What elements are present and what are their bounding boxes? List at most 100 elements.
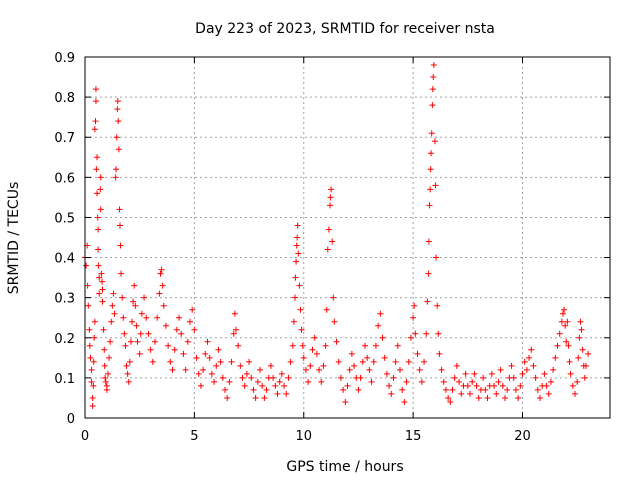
- data-point: [159, 282, 166, 289]
- data-point: [414, 350, 421, 357]
- data-point: [427, 186, 434, 193]
- data-point: [390, 374, 397, 381]
- data-point: [95, 262, 102, 269]
- data-point: [523, 366, 530, 373]
- data-point: [323, 306, 330, 313]
- data-point: [215, 346, 222, 353]
- y-tick-label: 0.5: [54, 211, 75, 226]
- data-point: [401, 398, 408, 405]
- data-point: [202, 350, 209, 357]
- data-point: [464, 382, 471, 389]
- data-point: [162, 322, 169, 329]
- data-point: [87, 354, 94, 361]
- data-point: [195, 370, 202, 377]
- data-point: [309, 346, 316, 353]
- data-point: [558, 318, 565, 325]
- data-point: [467, 390, 473, 397]
- data-point: [559, 310, 566, 317]
- data-point: [145, 330, 152, 337]
- data-point: [94, 190, 101, 197]
- data-point: [307, 362, 314, 369]
- data-point: [92, 98, 99, 105]
- data-points: [82, 62, 592, 409]
- y-tick-label: 0.6: [54, 171, 75, 186]
- data-point: [541, 370, 548, 377]
- data-point: [263, 386, 270, 393]
- data-point: [577, 318, 584, 325]
- data-point: [327, 194, 334, 201]
- data-point: [230, 330, 237, 337]
- y-tick-label: 0.2: [54, 332, 75, 347]
- data-point: [491, 382, 498, 389]
- data-point: [147, 346, 154, 353]
- data-point: [88, 366, 95, 373]
- data-point: [85, 302, 92, 309]
- data-point: [552, 354, 559, 361]
- data-point: [484, 394, 491, 401]
- data-point: [342, 398, 349, 405]
- data-point: [381, 354, 388, 361]
- data-point: [90, 382, 97, 389]
- data-point: [114, 106, 121, 113]
- data-point: [322, 342, 329, 349]
- data-point: [157, 270, 164, 277]
- data-point: [375, 322, 382, 329]
- data-point: [156, 290, 163, 297]
- data-point: [528, 346, 535, 353]
- data-point: [502, 394, 508, 401]
- data-point: [117, 222, 123, 229]
- data-point: [567, 370, 574, 377]
- data-point: [114, 98, 121, 105]
- data-point: [299, 342, 306, 349]
- data-point: [430, 74, 437, 81]
- data-point: [283, 390, 290, 397]
- data-point: [504, 386, 511, 393]
- data-point: [106, 354, 113, 361]
- data-point: [294, 222, 301, 229]
- data-point: [554, 342, 561, 349]
- data-point: [224, 394, 231, 401]
- data-point: [257, 366, 263, 373]
- data-point: [97, 206, 104, 213]
- data-point: [543, 382, 550, 389]
- data-point: [191, 326, 198, 333]
- data-point: [129, 318, 136, 325]
- data-point: [84, 282, 91, 289]
- data-point: [298, 326, 305, 333]
- data-point: [132, 302, 139, 309]
- data-point: [197, 382, 204, 389]
- data-point: [102, 374, 109, 381]
- data-point: [213, 362, 220, 369]
- data-point: [125, 378, 132, 385]
- data-point: [320, 362, 327, 369]
- data-point: [149, 358, 156, 365]
- data-point: [261, 394, 268, 401]
- data-point: [473, 382, 480, 389]
- data-point: [131, 282, 138, 289]
- x-tick-label: 20: [514, 429, 531, 444]
- data-point: [217, 358, 224, 365]
- data-point: [328, 186, 335, 193]
- data-point: [493, 390, 500, 397]
- data-point: [120, 314, 127, 321]
- data-point: [574, 378, 581, 385]
- data-point: [117, 242, 124, 249]
- data-point: [329, 238, 336, 245]
- data-point: [113, 166, 120, 173]
- data-point: [272, 382, 279, 389]
- x-tick-label: 10: [295, 429, 312, 444]
- data-point: [96, 290, 103, 297]
- data-point: [510, 374, 517, 381]
- data-point: [370, 358, 377, 365]
- data-point: [469, 378, 476, 385]
- y-tick-label: 0.4: [54, 252, 75, 267]
- data-point: [462, 370, 469, 377]
- data-point: [99, 298, 106, 305]
- data-point: [119, 294, 126, 301]
- data-point: [293, 258, 300, 265]
- data-point: [193, 354, 200, 361]
- data-point: [512, 386, 519, 393]
- data-point: [364, 354, 371, 361]
- data-point: [366, 366, 373, 373]
- data-point: [392, 358, 399, 365]
